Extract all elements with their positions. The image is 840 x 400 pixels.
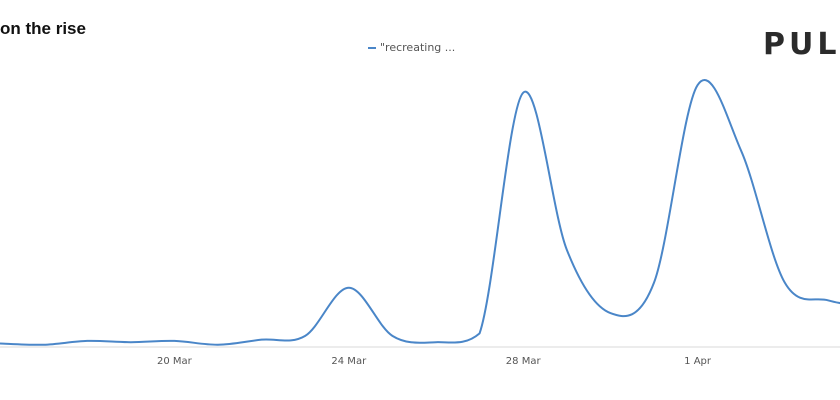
series-line[interactable] [0,79,840,346]
legend-label: "recreating ... [380,41,456,54]
legend-swatch [368,46,376,49]
x-tick-label: 1 Apr [684,356,712,367]
legend[interactable]: "recreating ... [368,41,455,54]
brand-logo: PULS [763,27,840,62]
x-tick-label: 28 Mar [506,356,542,367]
chart-title: on the rise [0,19,86,38]
x-tick-label: 24 Mar [331,356,367,367]
x-tick-label: 20 Mar [157,356,193,367]
